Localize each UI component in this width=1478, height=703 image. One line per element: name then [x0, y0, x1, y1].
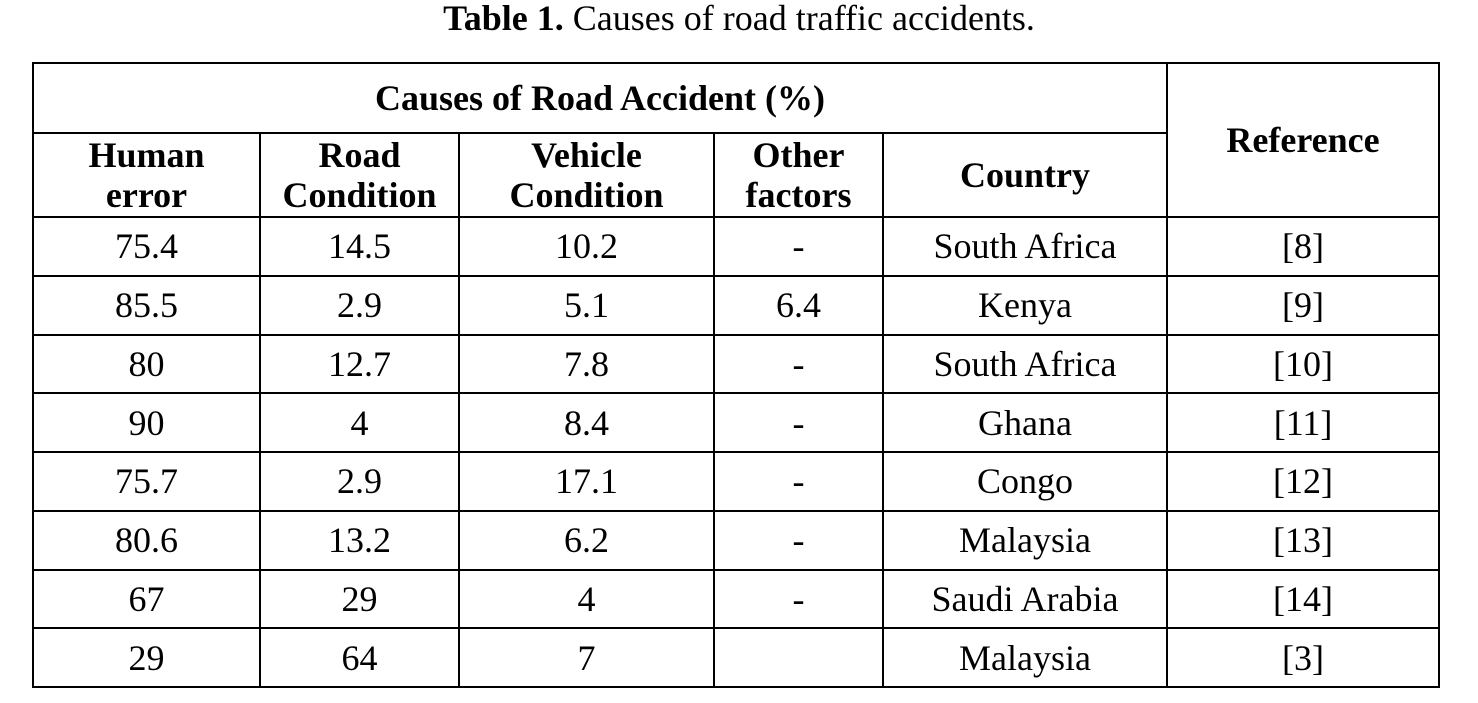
- cell-vehicle-condition: 4: [458, 568, 715, 630]
- table-row: 75.7 2.9 17.1 - Congo [12]: [32, 451, 1441, 512]
- cell-road-condition: 14.5: [259, 216, 460, 277]
- cell-other-factors: -: [713, 333, 884, 395]
- cell-human-error: 85.5: [32, 274, 261, 336]
- cell-other-factors: -: [713, 216, 884, 277]
- column-header-country: Country: [881, 132, 1169, 218]
- cell-country: Saudi Arabia: [881, 568, 1169, 630]
- header-line: Other: [752, 135, 845, 175]
- cell-other-factors: 6.4: [713, 274, 884, 336]
- cell-country: Congo: [881, 451, 1169, 512]
- cell-country: Ghana: [881, 392, 1169, 453]
- cell-human-error: 75.7: [32, 451, 261, 512]
- header-line: Human: [88, 135, 205, 175]
- cell-human-error: 80: [32, 333, 261, 395]
- cell-country: Kenya: [881, 274, 1169, 336]
- cell-other-factors: -: [713, 451, 884, 512]
- cell-other-factors: -: [713, 568, 884, 630]
- causes-table: Causes of Road Accident (%) Reference Hu…: [31, 62, 1441, 688]
- table-row: 85.5 2.9 5.1 6.4 Kenya [9]: [32, 274, 1441, 336]
- cell-human-error: 75.4: [32, 216, 261, 277]
- column-header-other-factors: Other factors: [713, 132, 884, 218]
- table-row: 75.4 14.5 10.2 - South Africa [8]: [32, 216, 1441, 277]
- cell-vehicle-condition: 5.1: [458, 274, 715, 336]
- cell-reference: [12]: [1166, 451, 1441, 512]
- cell-human-error: 80.6: [32, 509, 261, 571]
- cell-road-condition: 12.7: [259, 333, 460, 395]
- cell-vehicle-condition: 7: [458, 627, 715, 688]
- cell-human-error: 29: [32, 627, 261, 688]
- cell-country: Malaysia: [881, 627, 1169, 688]
- table-row: 90 4 8.4 - Ghana [11]: [32, 392, 1441, 453]
- cell-reference: [3]: [1166, 627, 1441, 688]
- cell-country: South Africa: [881, 216, 1169, 277]
- caption-label: Table 1.: [443, 0, 564, 38]
- table-caption: Table 1. Causes of road traffic accidents…: [0, 0, 1478, 36]
- cell-vehicle-condition: 10.2: [458, 216, 715, 277]
- cell-human-error: 90: [32, 392, 261, 453]
- cell-vehicle-condition: 6.2: [458, 509, 715, 571]
- header-line: Vehicle: [531, 135, 642, 175]
- cell-vehicle-condition: 17.1: [458, 451, 715, 512]
- cell-other-factors: -: [713, 509, 884, 571]
- cell-road-condition: 64: [259, 627, 460, 688]
- cell-reference: [10]: [1166, 333, 1441, 395]
- group-header-cell: Causes of Road Accident (%): [31, 62, 1169, 134]
- cell-reference: [8]: [1166, 216, 1441, 277]
- cell-reference: [14]: [1166, 568, 1441, 630]
- column-header-human-error: Human error: [32, 132, 261, 218]
- header-line: Country: [960, 155, 1091, 195]
- header-line: factors: [745, 175, 852, 215]
- table-row: 80 12.7 7.8 - South Africa [10]: [32, 333, 1441, 395]
- column-header-vehicle-condition: Vehicle Condition: [458, 132, 715, 218]
- cell-reference: [11]: [1166, 392, 1441, 453]
- group-header-row: Causes of Road Accident (%) Reference: [31, 62, 1441, 218]
- cell-vehicle-condition: 7.8: [458, 333, 715, 395]
- header-line: error: [105, 175, 188, 215]
- cell-other-factors: [713, 627, 884, 688]
- cell-reference: [13]: [1166, 509, 1441, 571]
- cell-road-condition: 4: [259, 392, 460, 453]
- header-line: Condition: [282, 175, 437, 215]
- cell-road-condition: 13.2: [259, 509, 460, 571]
- table-row: 29 64 7 Malaysia [3]: [32, 627, 1441, 688]
- header-line: Road: [318, 135, 401, 175]
- reference-header-cell: Reference: [1166, 62, 1441, 218]
- cell-road-condition: 2.9: [259, 451, 460, 512]
- cell-country: Malaysia: [881, 509, 1169, 571]
- cell-other-factors: -: [713, 392, 884, 453]
- cell-reference: [9]: [1166, 274, 1441, 336]
- table-row: 67 29 4 - Saudi Arabia [14]: [32, 568, 1441, 630]
- cell-human-error: 67: [32, 568, 261, 630]
- table-row: 80.6 13.2 6.2 - Malaysia [13]: [32, 509, 1441, 571]
- cell-road-condition: 2.9: [259, 274, 460, 336]
- caption-text: Causes of road traffic accidents.: [572, 0, 1035, 38]
- column-header-road-condition: Road Condition: [259, 132, 460, 218]
- header-line: Condition: [509, 175, 664, 215]
- cell-road-condition: 29: [259, 568, 460, 630]
- column-header-row: Human error Road Condition Vehicle Condi…: [32, 132, 1439, 218]
- cell-country: South Africa: [881, 333, 1169, 395]
- cell-vehicle-condition: 8.4: [458, 392, 715, 453]
